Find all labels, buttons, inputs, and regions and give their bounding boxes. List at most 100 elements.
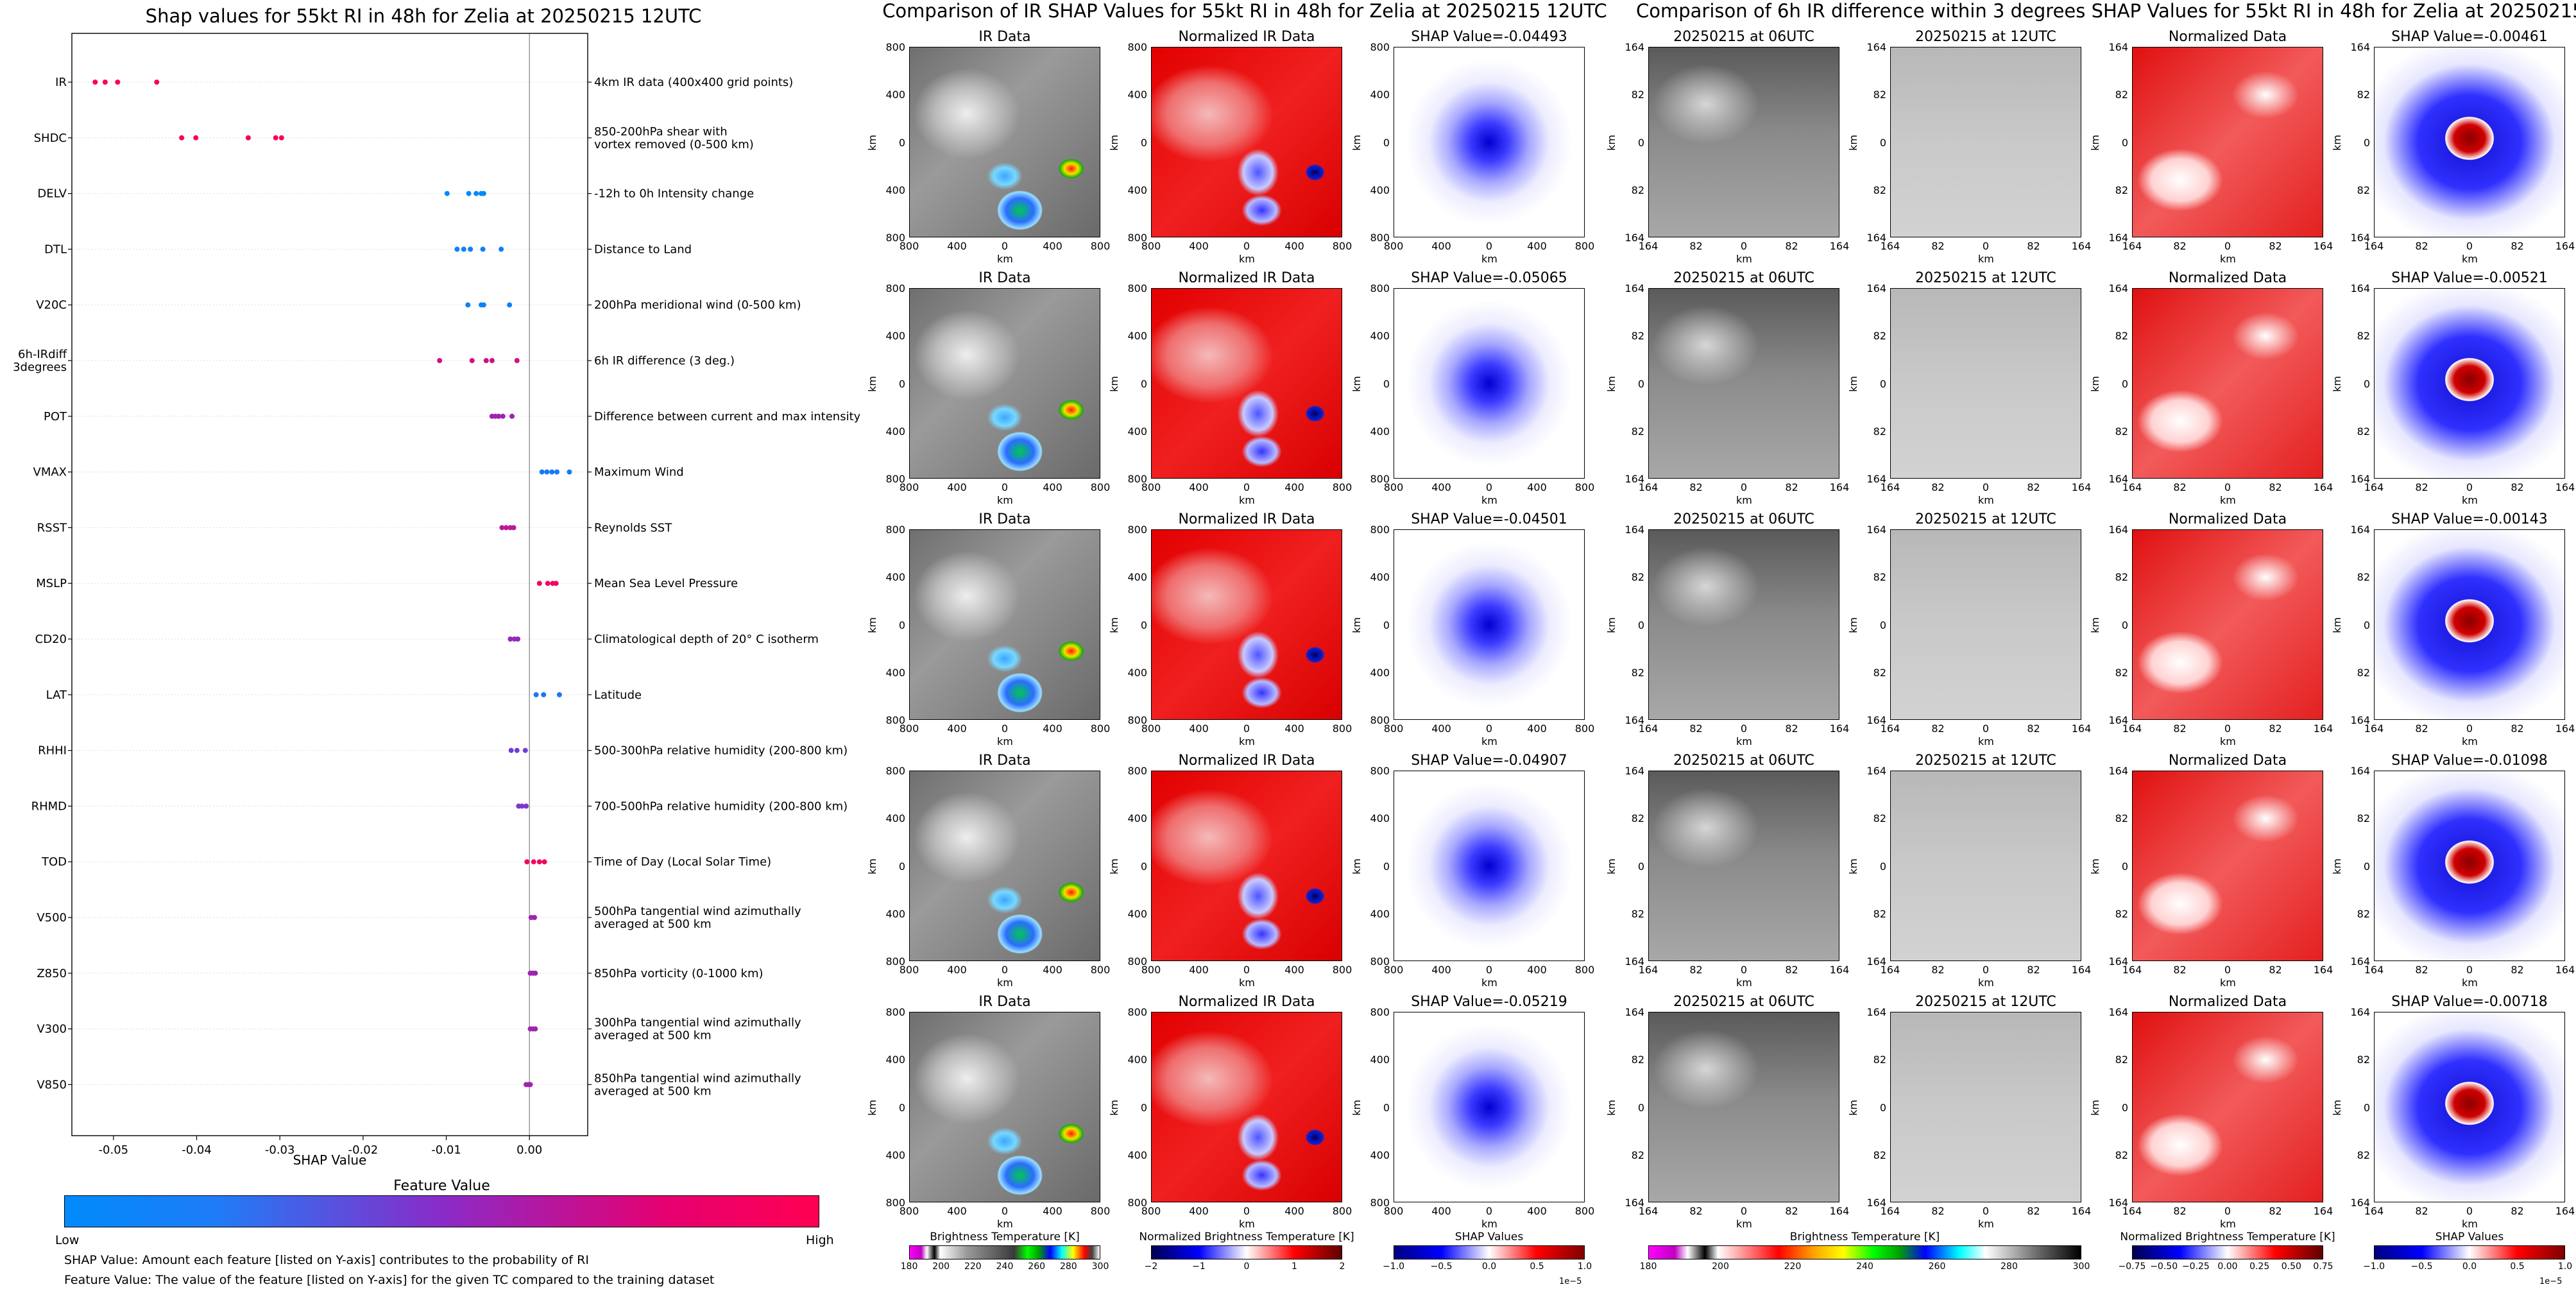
colorbar <box>2132 1245 2323 1259</box>
irdiff-12utc-panel <box>1890 1012 2081 1202</box>
y-tick-label: 800 <box>1127 765 1147 777</box>
x-tick-label: 82 <box>2415 964 2428 976</box>
panel-title: 20250215 at 06UTC <box>1673 29 1814 45</box>
x-tick-label: 800 <box>1141 722 1161 735</box>
x-axis-label: km <box>2462 977 2478 989</box>
x-tick-label: 800 <box>899 722 919 735</box>
y-tick-label: 82 <box>1631 907 1644 920</box>
x-tick-label: 164 <box>2122 481 2142 493</box>
y-tick-label: 82 <box>2115 907 2128 920</box>
x-tick-label: -0.05 <box>99 1143 129 1157</box>
y-axis-label: km <box>866 858 878 875</box>
normalized-ir-panel <box>1151 288 1342 479</box>
colorbar-tick: 1.0 <box>2557 1261 2573 1272</box>
x-axis-label: km <box>1481 253 1497 265</box>
y-tick-label: 82 <box>2357 812 2370 825</box>
y-tick-label: 0 <box>1879 619 1886 631</box>
x-tick-label: 82 <box>2173 240 2187 252</box>
x-tick-label: 0 <box>2466 964 2473 976</box>
panel-title: Normalized IR Data <box>1178 753 1315 769</box>
y-axis-label: km <box>1350 134 1363 151</box>
feature-name: DELV <box>37 187 67 201</box>
colorbar-tick: 300 <box>1091 1261 1109 1272</box>
feature-description: Climatological depth of 20° C isotherm <box>594 633 819 646</box>
x-tick-label: 164 <box>1638 481 1659 493</box>
y-tick-label: 164 <box>1625 1197 1644 1209</box>
x-axis-label: km <box>1736 735 1752 747</box>
y-tick-label: 400 <box>885 330 905 343</box>
x-tick-label: 82 <box>1931 240 1945 252</box>
shap-point <box>496 413 502 419</box>
shap-point <box>556 692 562 697</box>
shap-point <box>536 581 542 586</box>
y-tick-label: 164 <box>2108 765 2128 777</box>
x-tick-label: 0 <box>1001 1205 1009 1217</box>
colorbar-tick: −1.0 <box>1383 1261 1404 1272</box>
x-tick-label: 400 <box>1284 964 1304 976</box>
x-tick-label: -0.02 <box>348 1143 379 1157</box>
irdiff-12utc-panel <box>1890 771 2081 961</box>
shap-point <box>542 859 547 865</box>
x-tick-label: 800 <box>1574 240 1595 252</box>
x-tick-label: 400 <box>947 722 967 735</box>
shap-point <box>511 525 516 531</box>
irdiff-06utc-panel <box>1648 47 1839 237</box>
colorbar-tick: 0.5 <box>1530 1261 1544 1272</box>
y-tick-label: 164 <box>1625 282 1644 295</box>
x-tick-label: 0 <box>1001 722 1009 735</box>
colorbar-exponent: 1e−5 <box>2539 1277 2563 1286</box>
x-tick-label: 82 <box>2269 964 2282 976</box>
y-axis-label: km <box>1847 858 1859 875</box>
x-axis-label: km <box>1978 253 1994 265</box>
y-tick-label: 0 <box>1879 1101 1886 1114</box>
x-tick-label: 0 <box>1001 481 1009 493</box>
colorbar-tick: 180 <box>900 1261 918 1272</box>
y-axis-label: km <box>1847 617 1859 633</box>
y-axis-label: km <box>1350 858 1363 875</box>
y-tick-label: 164 <box>1866 714 1886 726</box>
shap-point <box>245 135 251 141</box>
shap-point <box>507 302 513 308</box>
x-axis-label: km <box>2220 1218 2236 1230</box>
x-tick-label: 0 <box>1243 1205 1250 1217</box>
feature-description: averaged at 500 km <box>594 918 712 931</box>
x-tick-label: 164 <box>1638 240 1659 252</box>
y-tick-label: 82 <box>2357 1054 2370 1066</box>
feature-description: averaged at 500 km <box>594 1029 712 1043</box>
shap-point <box>466 191 472 196</box>
y-axis-label: km <box>2088 1099 2101 1116</box>
y-tick-label: 82 <box>2115 571 2128 584</box>
y-axis-label: km <box>1107 858 1120 875</box>
feature-name: DTL <box>44 243 67 256</box>
irdiff-shap-panel <box>2374 47 2565 237</box>
ir-shap-panel <box>1394 771 1585 961</box>
panel-title: 20250215 at 12UTC <box>1915 753 2056 769</box>
y-tick-label: 800 <box>1127 955 1147 968</box>
x-axis-label: km <box>1239 494 1255 506</box>
x-tick-label: 164 <box>2364 481 2384 493</box>
ir-shap-panel <box>1394 288 1585 479</box>
shap-point <box>533 692 539 697</box>
shap-point <box>469 358 475 363</box>
y-tick-label: 400 <box>1127 330 1147 343</box>
feature-description: 500-300hPa relative humidity (200-800 km… <box>594 744 848 758</box>
x-tick-label: 800 <box>1574 1205 1595 1217</box>
colorbar <box>909 1245 1100 1259</box>
y-tick-label: 400 <box>1370 666 1390 679</box>
summary-title: Shap values for 55kt RI in 48h for Zelia… <box>145 5 702 27</box>
colorbar-tick: 200 <box>932 1261 950 1272</box>
x-tick-label: 800 <box>1090 481 1111 493</box>
x-tick-label: 0 <box>1982 1205 1990 1217</box>
x-tick-label: 82 <box>1785 1205 1798 1217</box>
x-axis-label: km <box>1736 1218 1752 1230</box>
x-tick-label: 82 <box>1931 481 1945 493</box>
y-tick-label: 800 <box>885 714 905 726</box>
x-tick-label: 82 <box>2269 1205 2282 1217</box>
y-axis-label: km <box>1107 134 1120 151</box>
irdiff-normalized-panel <box>2132 47 2323 237</box>
x-tick-label: 164 <box>2555 481 2575 493</box>
x-axis-label: km <box>1978 494 1994 506</box>
colorbar-tick: 0.00 <box>2217 1261 2238 1272</box>
y-axis-label: km <box>866 1099 878 1116</box>
y-tick-label: 82 <box>2115 1148 2128 1161</box>
